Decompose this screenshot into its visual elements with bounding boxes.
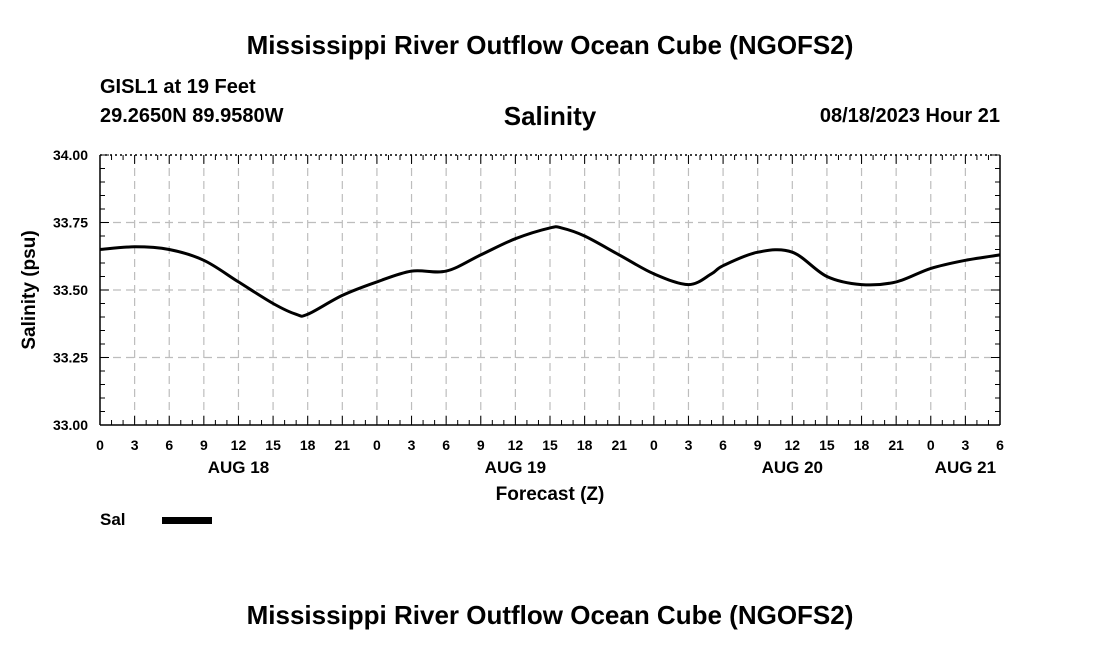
forecast-datetime: 08/18/2023 Hour 21 <box>819 105 1000 127</box>
x-tick-label: 9 <box>477 437 485 453</box>
x-tick-label: 21 <box>611 437 627 453</box>
date-label: AUG 19 <box>485 458 546 477</box>
x-tick-label: 3 <box>685 437 693 453</box>
y-axis-title: Salinity (psu) <box>19 230 40 349</box>
x-tick-label: 21 <box>888 437 904 453</box>
chart-title: Mississippi River Outflow Ocean Cube (NG… <box>246 30 854 60</box>
date-label: AUG 21 <box>935 458 996 477</box>
x-tick-label: 0 <box>96 437 104 453</box>
legend-label: Sal <box>100 510 126 529</box>
x-axis-title: Forecast (Z) <box>496 484 605 505</box>
x-tick-label: 18 <box>577 437 593 453</box>
x-tick-label: 9 <box>754 437 762 453</box>
x-tick-label: 12 <box>231 437 247 453</box>
x-tick-label: 0 <box>650 437 658 453</box>
y-tick-label: 33.25 <box>53 350 88 366</box>
x-tick-label: 15 <box>542 437 558 453</box>
station-label: GISL1 at 19 Feet <box>100 76 256 98</box>
x-tick-label: 0 <box>927 437 935 453</box>
legend-line-swatch <box>162 517 212 524</box>
station-coordinates: 29.2650N 89.9580W <box>100 105 284 127</box>
y-tick-label: 33.75 <box>53 215 88 231</box>
x-tick-label: 12 <box>785 437 801 453</box>
x-tick-label: 6 <box>165 437 173 453</box>
x-tick-label: 21 <box>335 437 351 453</box>
x-tick-label: 3 <box>961 437 969 453</box>
x-tick-label: 18 <box>300 437 316 453</box>
date-label: AUG 20 <box>762 458 823 477</box>
y-tick-label: 33.00 <box>53 417 88 433</box>
x-tick-label: 6 <box>996 437 1004 453</box>
chart-subtitle: Salinity <box>503 101 597 131</box>
y-tick-label: 34.00 <box>53 147 88 163</box>
footer-title: Mississippi River Outflow Ocean Cube (NG… <box>246 600 854 630</box>
x-tick-label: 15 <box>819 437 835 453</box>
x-tick-label: 6 <box>442 437 450 453</box>
x-tick-label: 0 <box>373 437 381 453</box>
x-tick-label: 3 <box>131 437 139 453</box>
date-label: AUG 18 <box>208 458 269 477</box>
x-tick-label: 18 <box>854 437 870 453</box>
x-tick-label: 15 <box>265 437 281 453</box>
x-tick-label: 6 <box>719 437 727 453</box>
y-tick-label: 33.50 <box>53 282 88 298</box>
x-tick-label: 9 <box>200 437 208 453</box>
x-tick-label: 12 <box>508 437 524 453</box>
series-line-sal <box>99 225 1001 318</box>
x-tick-label: 3 <box>408 437 416 453</box>
